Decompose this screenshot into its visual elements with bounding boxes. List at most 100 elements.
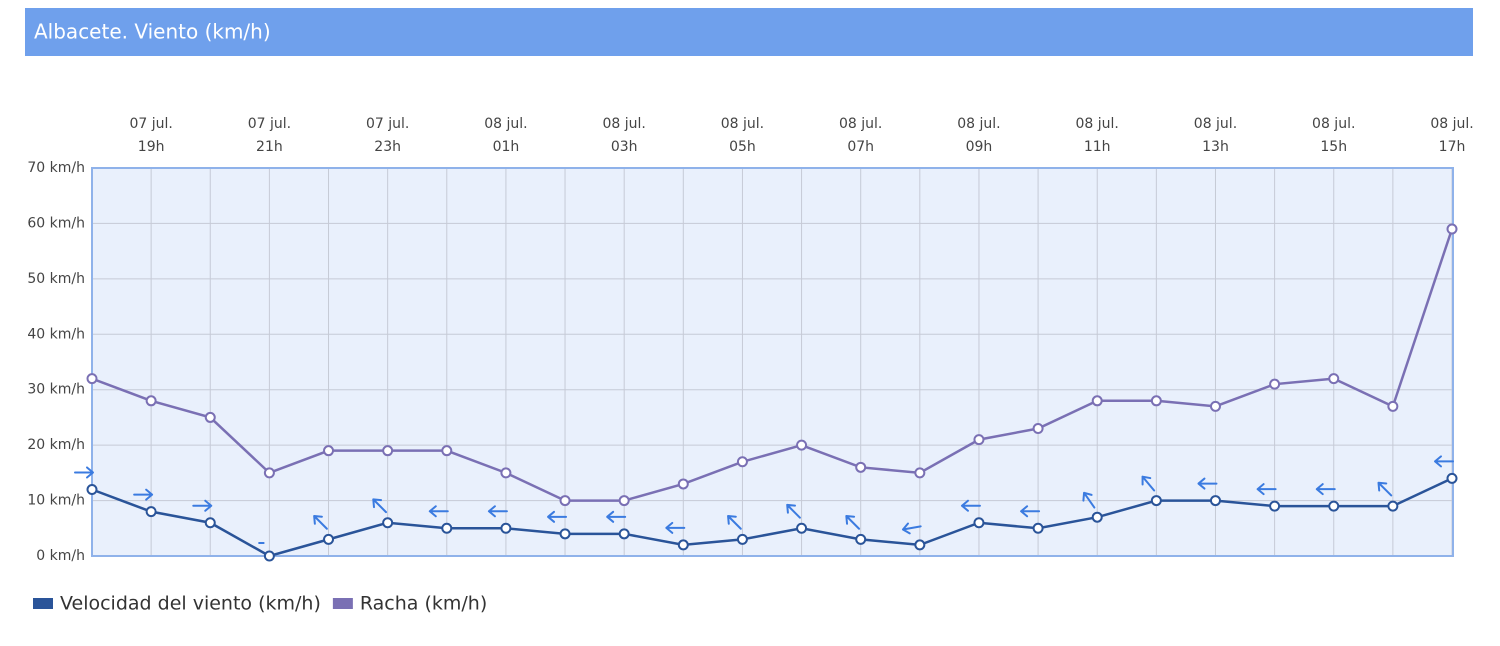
wind-arrow-shape xyxy=(1377,481,1393,497)
legend-swatch xyxy=(33,598,53,609)
data-point xyxy=(618,495,630,507)
wind-arrow-shape xyxy=(372,498,388,514)
wind-arrow-shape xyxy=(786,503,801,519)
y-tick-label: 30 km/h xyxy=(27,382,85,398)
x-tick-label: 11h xyxy=(1084,139,1111,155)
wind-arrow-shape xyxy=(901,522,922,535)
data-point xyxy=(1269,378,1281,390)
x-tick-label: 03h xyxy=(611,139,638,155)
x-tick-label: 08 jul. xyxy=(602,116,645,132)
wind-arrow-shape xyxy=(133,488,154,501)
wind-arrow-shape xyxy=(1141,475,1156,492)
wind-arrow xyxy=(372,498,388,514)
x-tick-label: 07 jul. xyxy=(248,116,291,132)
wind-arrow xyxy=(1197,477,1218,490)
y-tick-label: 50 km/h xyxy=(27,271,85,287)
data-point xyxy=(559,528,571,540)
wind-arrow-shape xyxy=(313,515,328,530)
data-point xyxy=(500,467,512,479)
x-tick-label: 07 jul. xyxy=(366,116,409,132)
wind-arrow-shape xyxy=(1020,505,1041,518)
x-tick-label: 01h xyxy=(493,139,520,155)
wind-arrow xyxy=(960,499,981,512)
wind-arrow xyxy=(786,503,801,519)
wind-arrow xyxy=(1315,483,1336,496)
data-point xyxy=(263,550,275,562)
data-point xyxy=(382,445,394,457)
x-tick-label: 07h xyxy=(847,139,874,155)
data-point xyxy=(441,445,453,457)
wind-arrow xyxy=(727,515,742,530)
wind-arrow xyxy=(1141,475,1156,492)
data-point xyxy=(618,528,630,540)
data-point xyxy=(736,533,748,545)
data-point xyxy=(855,533,867,545)
data-point xyxy=(500,522,512,534)
wind-arrow-shape xyxy=(428,505,449,518)
x-tick-label: 08 jul. xyxy=(839,116,882,132)
data-point xyxy=(1269,500,1281,512)
wind-arrow xyxy=(1020,505,1041,518)
data-point xyxy=(204,517,216,529)
wind-arrow xyxy=(665,521,686,534)
legend-label: Velocidad del viento (km/h) xyxy=(60,593,321,615)
data-point xyxy=(323,533,335,545)
wind-arrow xyxy=(845,515,861,530)
wind-arrow xyxy=(133,488,154,501)
wind-arrow-shape xyxy=(74,466,94,479)
y-tick-label: 70 km/h xyxy=(27,160,85,176)
wind-arrow xyxy=(547,510,568,523)
series-line xyxy=(91,228,1454,502)
data-point xyxy=(263,467,275,479)
data-point xyxy=(1150,395,1162,407)
wind-arrow-shape xyxy=(487,505,508,518)
data-point xyxy=(441,522,453,534)
title-bar xyxy=(25,8,1473,56)
series-line xyxy=(91,477,1453,558)
wind-arrow-shape xyxy=(1256,483,1277,496)
data-point xyxy=(973,517,985,529)
x-tick-label: 07 jul. xyxy=(129,116,172,132)
data-point xyxy=(559,495,571,507)
data-point xyxy=(145,395,157,407)
x-tick-label: 23h xyxy=(374,139,401,155)
data-point xyxy=(1091,511,1103,523)
wind-arrow-shape xyxy=(727,515,742,530)
data-point xyxy=(855,461,867,473)
data-point xyxy=(1091,395,1103,407)
x-tick-label: 13h xyxy=(1202,139,1229,155)
wind-arrow xyxy=(313,515,328,530)
wind-arrow-shape xyxy=(547,510,568,523)
data-point xyxy=(323,445,335,457)
wind-arrow-shape xyxy=(845,515,861,530)
legend-label: Racha (km/h) xyxy=(360,593,487,615)
wind-arrow xyxy=(428,505,449,518)
wind-arrow xyxy=(606,510,627,523)
wind-arrow-shape xyxy=(1082,491,1096,509)
x-tick-label: 08 jul. xyxy=(1312,116,1355,132)
data-point xyxy=(914,467,926,479)
data-point xyxy=(1446,223,1458,235)
data-point xyxy=(145,506,157,518)
x-tick-label: 09h xyxy=(966,139,993,155)
x-tick-label: 19h xyxy=(138,139,165,155)
data-point xyxy=(796,522,808,534)
data-point xyxy=(382,517,394,529)
data-point xyxy=(736,456,748,468)
wind-arrow-shape xyxy=(606,510,627,523)
data-point xyxy=(1446,472,1458,484)
x-tick-label: 21h xyxy=(256,139,283,155)
x-tick-label: 08 jul. xyxy=(721,116,764,132)
data-point xyxy=(1387,500,1399,512)
y-tick-label: 10 km/h xyxy=(27,493,85,509)
wind-arrow xyxy=(1434,455,1454,468)
data-point xyxy=(1328,500,1340,512)
wind-arrow xyxy=(1377,481,1393,497)
wind-arrow xyxy=(1256,483,1277,496)
y-tick-label: 60 km/h xyxy=(27,215,85,231)
plot-border xyxy=(91,167,1454,557)
chart-title: Albacete. Viento (km/h) xyxy=(34,20,271,44)
x-tick-label: 15h xyxy=(1320,139,1347,155)
y-tick-label: 40 km/h xyxy=(27,326,85,342)
